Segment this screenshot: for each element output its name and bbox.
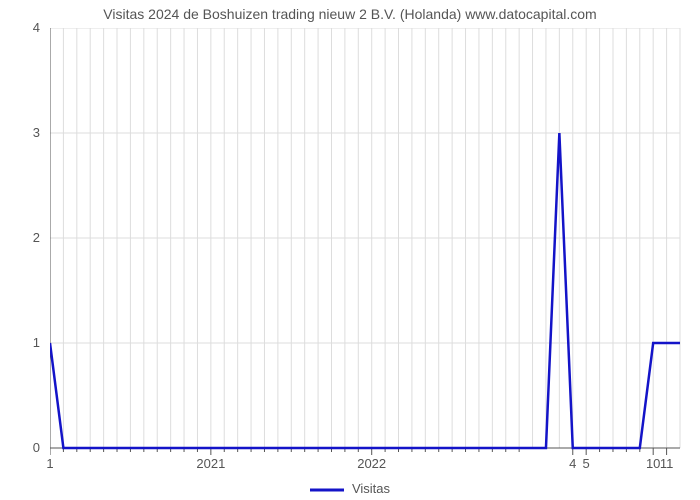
y-tick-label: 2 bbox=[33, 230, 40, 245]
y-tick-label: 4 bbox=[33, 20, 40, 35]
x-tick-label: 2022 bbox=[357, 456, 386, 471]
chart-container: Visitas 2024 de Boshuizen trading nieuw … bbox=[0, 0, 700, 500]
y-tick-label: 1 bbox=[33, 335, 40, 350]
x-tick-label: 4 bbox=[569, 456, 576, 471]
legend-swatch bbox=[310, 485, 344, 495]
legend: Visitas bbox=[0, 481, 700, 496]
y-tick-label: 3 bbox=[33, 125, 40, 140]
chart-title: Visitas 2024 de Boshuizen trading nieuw … bbox=[0, 6, 700, 22]
y-tick-label: 0 bbox=[33, 440, 40, 455]
x-tick-label: 5 bbox=[583, 456, 590, 471]
legend-label: Visitas bbox=[352, 481, 390, 496]
x-tick-label: 11 bbox=[660, 456, 674, 471]
x-tick-label: 2021 bbox=[196, 456, 225, 471]
x-tick-label: 1 bbox=[46, 456, 53, 471]
x-tick-label: 10 bbox=[646, 456, 660, 471]
chart-plot bbox=[50, 28, 682, 460]
